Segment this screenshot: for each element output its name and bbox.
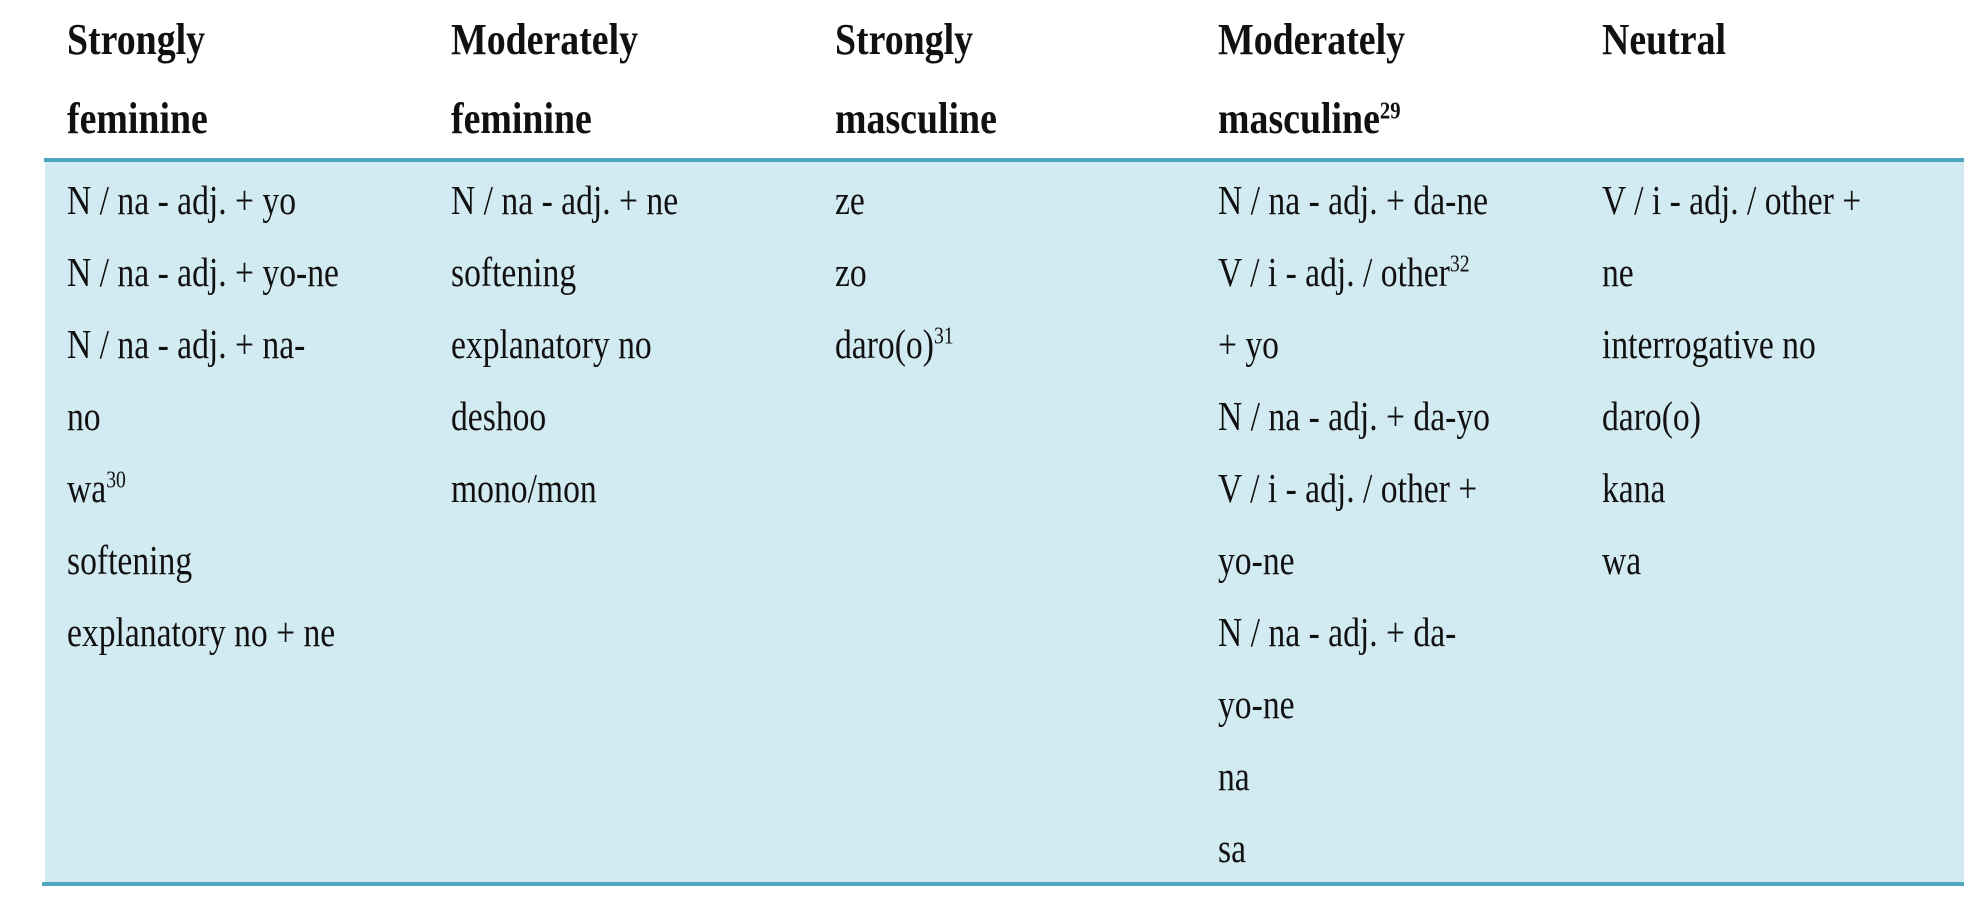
table-cell-line: interrogative no (1602, 308, 1861, 380)
table-cell-line: N / na - adj. + yo (67, 164, 339, 236)
table-cell-line: softening (451, 236, 678, 308)
cell-text: V / i - adj. / other + (1218, 465, 1478, 511)
table-cell-line: ze (835, 164, 954, 236)
cell-text: daro(o) (1602, 393, 1701, 439)
table-top-rule (44, 158, 1964, 162)
table-cell-line: N / na - adj. + da- (1218, 596, 1490, 668)
table-body (45, 162, 1964, 883)
table-cell-line: N / na - adj. + na- (67, 308, 339, 380)
header-strongly-feminine: Strongly feminine (67, 0, 208, 158)
table-cell-line: N / na - adj. + da-yo (1218, 380, 1490, 452)
table-cell-line: N / na - adj. + da-ne (1218, 164, 1490, 236)
header-strongly-masculine: Strongly masculine (835, 0, 997, 158)
header-line: masculine (835, 94, 997, 143)
cell-text: softening (67, 537, 193, 583)
header-line: Moderately (451, 15, 639, 64)
cell-text: deshoo (451, 393, 547, 439)
header-line: Strongly (835, 15, 974, 64)
cell-text: V / i - adj. / other (1218, 249, 1450, 295)
cell-text: N / na - adj. + da- (1218, 609, 1457, 655)
table-cell-line: deshoo (451, 380, 678, 452)
cell-text: + yo (1218, 321, 1279, 367)
table-cell-line: daro(o)31 (835, 308, 954, 380)
header-line: Strongly (67, 15, 206, 64)
table-cell-line: V / i - adj. / other + (1602, 164, 1861, 236)
header-line: feminine (67, 94, 208, 143)
table-cell-line: ne (1602, 236, 1861, 308)
header-line: Neutral (1602, 15, 1727, 64)
cell-text: N / na - adj. + yo-ne (67, 249, 339, 295)
cell-text: N / na - adj. + yo (67, 177, 297, 223)
header-moderately-masculine: Moderately masculine29 (1218, 0, 1405, 158)
cell-text: N / na - adj. + da-yo (1218, 393, 1490, 439)
cell-text: zo (835, 249, 867, 295)
footnote-ref: 29 (1379, 98, 1401, 125)
cell-text: kana (1602, 465, 1666, 511)
cell-text: explanatory no (451, 321, 652, 367)
cell-text: no (67, 393, 101, 439)
table-cell-line: explanatory no + ne (67, 596, 339, 668)
cell-text: yo-ne (1218, 537, 1295, 583)
cell-text: ne (1602, 249, 1634, 295)
cell-text: daro(o) (835, 321, 934, 367)
column-neutral: V / i - adj. / other + ne interrogative no… (1602, 164, 1918, 596)
footnote-ref: 31 (933, 323, 954, 350)
table-cell-line: kana (1602, 452, 1861, 524)
column-moderately-masculine: N / na - adj. + da-ne V / i - adj. / othe… (1218, 164, 1550, 884)
cell-text: sa (1218, 825, 1247, 871)
cell-text: N / na - adj. + na- (67, 321, 306, 367)
header-line: Moderately (1218, 15, 1406, 64)
table-cell-line: sa (1218, 812, 1490, 884)
column-strongly-feminine: N / na - adj. + yo N / na - adj. + yo-ne N… (67, 164, 399, 668)
cell-text: mono/mon (451, 465, 597, 511)
table-cell-line: zo (835, 236, 954, 308)
cell-text: wa (1602, 537, 1642, 583)
table-cell-line: + yo (1218, 308, 1490, 380)
table-bottom-rule (42, 882, 1964, 886)
table-cell-line: N / na - adj. + ne (451, 164, 678, 236)
cell-text: interrogative no (1602, 321, 1816, 367)
cell-text: yo-ne (1218, 681, 1295, 727)
header-line: masculine29 (1218, 79, 1405, 158)
table-cell-line: wa (1602, 524, 1861, 596)
cell-text: softening (451, 249, 577, 295)
footnote-ref: 30 (106, 467, 126, 494)
cell-text: V / i - adj. / other + (1602, 177, 1862, 223)
header-moderately-feminine: Moderately feminine (451, 0, 638, 158)
cell-text: N / na - adj. + ne (451, 177, 679, 223)
column-strongly-masculine: ze zo daro(o)31 (835, 164, 980, 380)
cell-text: N / na - adj. + da-ne (1218, 177, 1489, 223)
column-moderately-feminine: N / na - adj. + ne softening explanatory n… (451, 164, 728, 524)
cell-text: na (1218, 753, 1250, 799)
table-cell-line: yo-ne (1218, 668, 1490, 740)
table-cell-line: yo-ne (1218, 524, 1490, 596)
table-cell-line: V / i - adj. / other + (1218, 452, 1490, 524)
table-cell-line: no (67, 380, 339, 452)
table-cell-line: explanatory no (451, 308, 678, 380)
table-cell-line: N / na - adj. + yo-ne (67, 236, 339, 308)
table-cell-line: softening (67, 524, 339, 596)
table-cell-line: na (1218, 740, 1490, 812)
cell-text: ze (835, 177, 865, 223)
header-neutral: Neutral (1602, 0, 1726, 79)
header-line: feminine (451, 94, 592, 143)
table-cell-line: mono/mon (451, 452, 678, 524)
cell-text: wa (67, 465, 107, 511)
table-cell-line: V / i - adj. / other32 (1218, 236, 1490, 308)
table-cell-line: daro(o) (1602, 380, 1861, 452)
table-header: Strongly feminine Moderately feminine St… (0, 0, 1964, 158)
header-text: masculine (1218, 94, 1380, 143)
footnote-ref: 32 (1449, 251, 1470, 278)
table-cell-line: wa30 (67, 452, 339, 524)
cell-text: explanatory no + ne (67, 609, 336, 655)
